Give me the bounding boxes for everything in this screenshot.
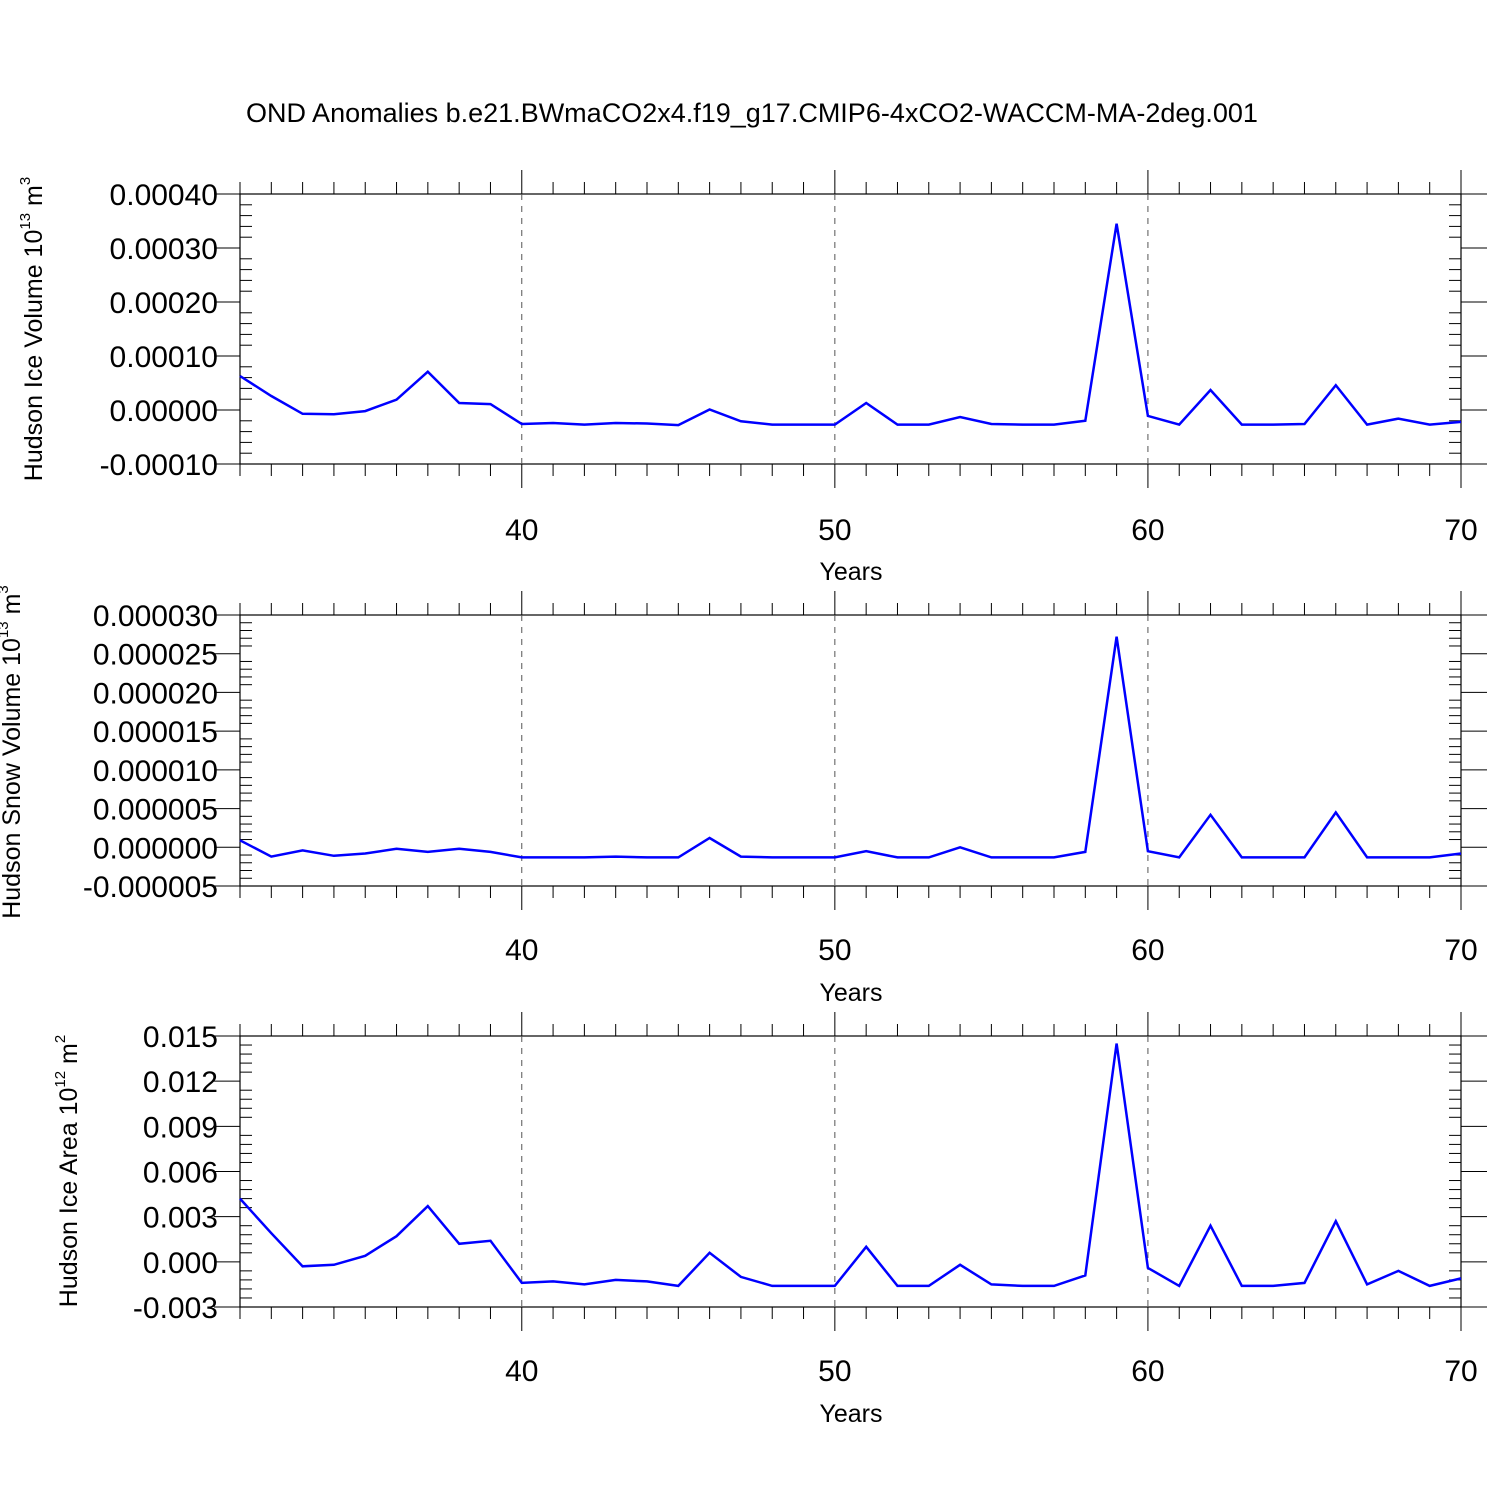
x-tick-label: 40 xyxy=(505,514,538,547)
y-tick-label: 0.000 xyxy=(143,1247,218,1280)
plot-frame xyxy=(239,193,1462,465)
x-tick-label: 50 xyxy=(818,514,851,547)
grid-lines xyxy=(521,1036,1149,1307)
x-tick-label: 70 xyxy=(1444,514,1477,547)
y-axis-label: Hudson Snow Volume 1013 m3 xyxy=(0,585,26,919)
y-axis-label: Hudson Ice Area 1012 m2 xyxy=(52,1035,83,1307)
grid-lines xyxy=(521,194,1149,464)
axis-ticks xyxy=(214,170,1487,488)
y-tick-label: 0.000015 xyxy=(93,716,218,749)
y-tick-labels: 0.015 0.012 0.009 0.006 0.003 0.000 -0.003 xyxy=(133,1021,218,1325)
x-tick-label: 40 xyxy=(505,934,538,967)
y-axis-label: Hudson Ice Volume 1013 m3 xyxy=(17,177,48,481)
chart-title: OND Anomalies b.e21.BWmaCO2x4.f19_g17.CM… xyxy=(246,98,1258,128)
y-tick-label: 0.000000 xyxy=(93,832,218,865)
x-axis-label: Years xyxy=(819,558,882,586)
y-tick-label: 0.000030 xyxy=(93,600,218,633)
y-tick-label: 0.00030 xyxy=(110,233,218,266)
y-tick-label: 0.00010 xyxy=(110,341,218,374)
series-line xyxy=(239,1043,1462,1288)
y-tick-label: 0.00000 xyxy=(110,395,218,428)
x-axis-label: Years xyxy=(819,979,882,1007)
x-tick-label: 40 xyxy=(505,1355,538,1388)
x-axis-label: Years xyxy=(819,1400,882,1428)
y-tick-label: -0.00010 xyxy=(100,449,218,482)
y-tick-label: 0.000010 xyxy=(93,755,218,788)
x-tick-labels: 40 50 60 70 xyxy=(505,1355,1478,1388)
series xyxy=(239,636,1462,859)
grid-lines xyxy=(521,615,1149,886)
y-tick-label: 0.000005 xyxy=(93,794,218,827)
x-tick-label: 60 xyxy=(1131,934,1164,967)
y-tick-label: 0.009 xyxy=(143,1111,218,1144)
y-tick-label: 0.00020 xyxy=(110,287,218,320)
axis-ticks xyxy=(214,1012,1487,1331)
y-tick-label: 0.000025 xyxy=(93,639,218,672)
x-tick-label: 70 xyxy=(1444,1355,1477,1388)
panel-ice-area: Hudson Ice Area 1012 m2 Years 0.015 0.012… xyxy=(52,1012,1487,1428)
x-tick-labels: 40 50 60 70 xyxy=(505,934,1478,967)
y-tick-label: 0.012 xyxy=(143,1066,218,1099)
axis-ticks xyxy=(214,591,1487,910)
plot-frame xyxy=(239,614,1462,887)
series xyxy=(239,1043,1462,1288)
series xyxy=(239,223,1462,427)
y-tick-label: -0.003 xyxy=(133,1292,218,1325)
series-line xyxy=(239,223,1462,427)
y-tick-labels: 0.000030 0.000025 0.000020 0.000015 0.000010… xyxy=(83,600,218,904)
series-line xyxy=(239,636,1462,859)
y-tick-labels: 0.00040 0.00030 0.00020 0.00010 0.00000 -0.00… xyxy=(100,179,218,482)
y-tick-label: -0.000005 xyxy=(83,871,218,904)
x-tick-label: 70 xyxy=(1444,934,1477,967)
y-tick-label: 0.00040 xyxy=(110,179,218,212)
x-tick-label: 60 xyxy=(1131,514,1164,547)
panel-ice-volume: Hudson Ice Volume 1013 m3 Years 0.000400… xyxy=(17,170,1487,586)
x-tick-label: 50 xyxy=(818,1355,851,1388)
y-tick-label: 0.000020 xyxy=(93,677,218,710)
x-tick-label: 60 xyxy=(1131,1355,1164,1388)
y-tick-label: 0.015 xyxy=(143,1021,218,1054)
y-tick-label: 0.006 xyxy=(143,1157,218,1190)
panel-snow-volume: Hudson Snow Volume 1013 m3 Years 0.00003… xyxy=(0,585,1487,1007)
y-tick-label: 0.003 xyxy=(143,1202,218,1235)
x-tick-labels: 40 50 60 70 xyxy=(505,514,1478,547)
x-tick-label: 50 xyxy=(818,934,851,967)
